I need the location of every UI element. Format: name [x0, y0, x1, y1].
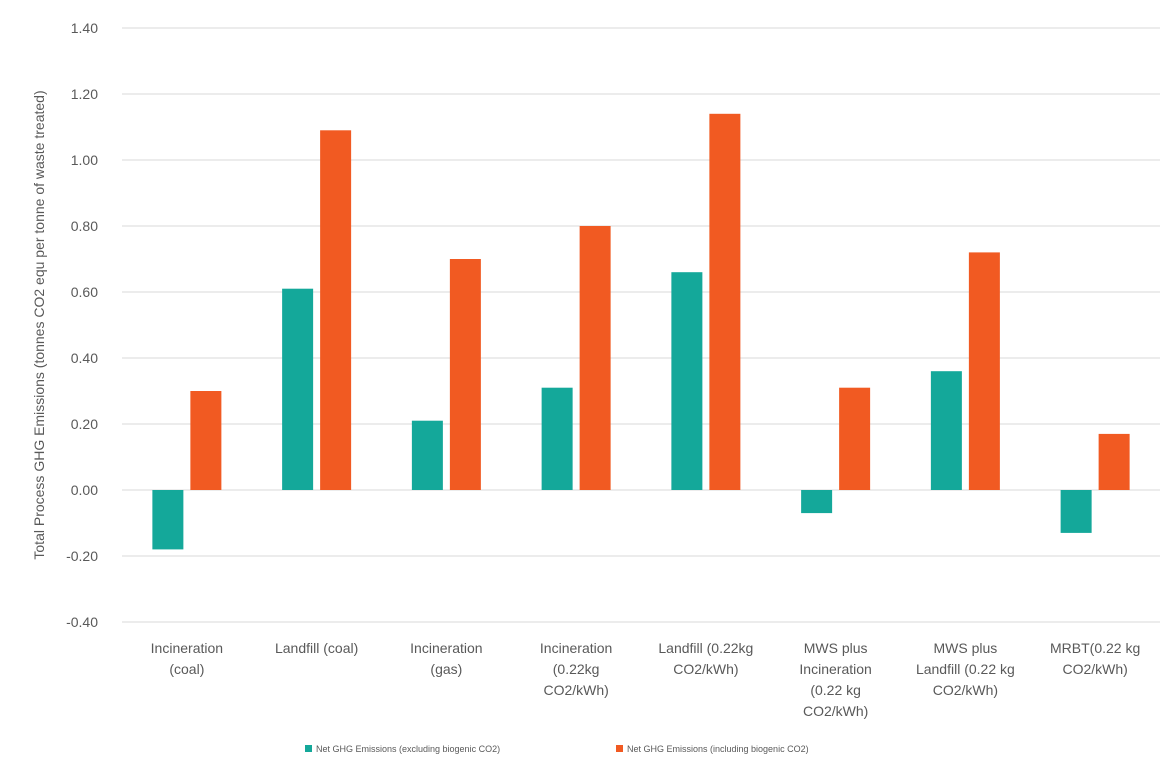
y-axis-label: Total Process GHG Emissions (tonnes CO2 … [31, 90, 47, 559]
y-tick-label: 0.60 [71, 284, 98, 300]
y-tick-label: -0.40 [66, 614, 98, 630]
gridlines [122, 27, 1160, 623]
legend: Net GHG Emissions (excluding biogenic CO… [305, 744, 809, 754]
category-label: Landfill (0.22kg CO2/kWh) [658, 640, 753, 677]
y-tick-label: -0.20 [66, 548, 98, 564]
y-tick-label: 0.20 [71, 416, 98, 432]
bar-including-biogenic [968, 252, 1000, 490]
y-tick-label: 0.00 [71, 482, 98, 498]
bar-excluding-biogenic [671, 272, 703, 490]
bar-including-biogenic [449, 259, 481, 490]
bar-including-biogenic [320, 130, 352, 491]
category-label: MWS plus Landfill (0.22 kg CO2/kWh) [916, 640, 1015, 698]
legend-label-including: Net GHG Emissions (including biogenic CO… [627, 744, 809, 754]
bar-excluding-biogenic [152, 490, 184, 550]
y-tick-label: 1.20 [71, 86, 98, 102]
category-label: Incineration (0.22kg CO2/kWh) [540, 640, 612, 698]
x-axis-categories: Incineration (coal) Landfill (coal) Inciner… [151, 640, 1141, 719]
bar-excluding-biogenic [541, 387, 573, 490]
category-label: Incineration (coal) [151, 640, 223, 677]
y-tick-label: 1.40 [71, 20, 98, 36]
legend-label-excluding: Net GHG Emissions (excluding biogenic CO… [316, 744, 500, 754]
y-tick-label: 1.00 [71, 152, 98, 168]
category-label: MRBT(0.22 kg CO2/kWh) [1050, 640, 1140, 677]
bar-excluding-biogenic [282, 288, 314, 490]
bar-excluding-biogenic [930, 371, 962, 490]
legend-swatch-including [616, 745, 623, 752]
y-tick-label: 0.80 [71, 218, 98, 234]
bar-including-biogenic [190, 391, 222, 490]
bar-excluding-biogenic [1060, 490, 1092, 533]
y-axis-ticks: 1.40 1.20 1.00 0.80 0.60 0.40 0.20 0.00 -0.20 -0.… [66, 20, 98, 630]
category-label: Landfill (coal) [275, 640, 358, 656]
bar-including-biogenic [709, 113, 741, 491]
bar-including-biogenic [579, 226, 611, 490]
bar-including-biogenic [1098, 433, 1130, 490]
bars [152, 113, 1130, 550]
category-label: Incineration (gas) [410, 640, 482, 677]
legend-swatch-excluding [305, 745, 312, 752]
bar-including-biogenic [839, 387, 871, 490]
y-tick-label: 0.40 [71, 350, 98, 366]
bar-excluding-biogenic [411, 420, 443, 490]
bar-excluding-biogenic [801, 490, 833, 514]
category-label: MWS plus Incineration (0.22 kg CO2/kWh) [799, 640, 871, 719]
